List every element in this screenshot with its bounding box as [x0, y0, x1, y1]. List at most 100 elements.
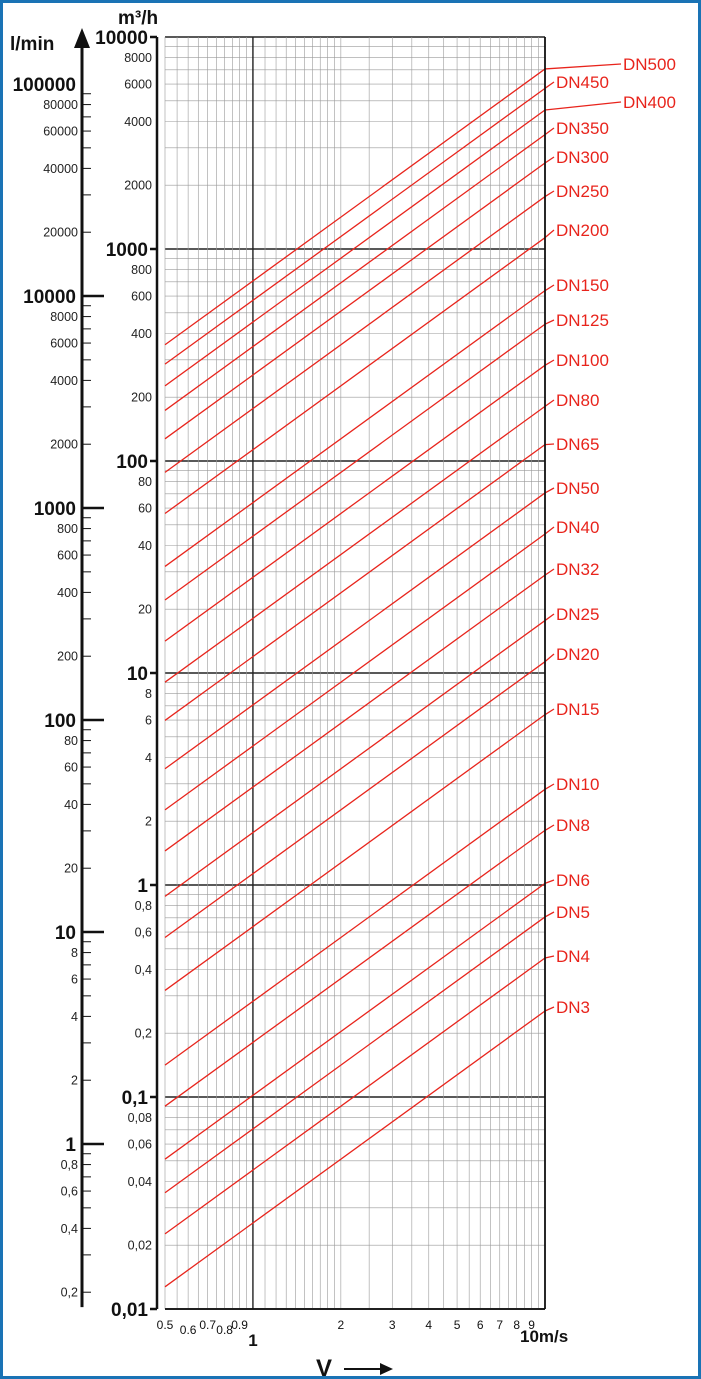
dn-label-leader [544, 783, 555, 790]
m3h-minor-tick-label: 80 [138, 475, 152, 489]
x-axis-unit: 10m/s [520, 1327, 568, 1346]
lmin-major-tick-label: 10000 [23, 287, 76, 308]
m3h-minor-tick-label: 0,04 [128, 1175, 152, 1189]
dn-label-leader [544, 101, 622, 111]
lmin-minor-tick-label: 8 [71, 946, 78, 960]
m3h-axis-unit: m³/h [118, 8, 158, 29]
lmin-major-tick-label: 1000 [34, 499, 76, 520]
dn-series-line [164, 162, 546, 440]
lmin-minor-tick-label: 0,4 [61, 1222, 78, 1236]
grid-lines [164, 36, 546, 1310]
dn-series-label: DN200 [556, 221, 609, 240]
x-tick-label: 0.7 [199, 1318, 216, 1332]
dn-series-line [164, 916, 546, 1194]
dn-series-line [164, 444, 546, 721]
lmin-axis-arrow [74, 28, 90, 48]
lmin-minor-tick-label: 40000 [43, 162, 78, 176]
lmin-minor-tick-label: 8000 [50, 310, 78, 324]
dn-series-line [164, 290, 546, 567]
lmin-minor-tick-label: 40 [64, 798, 78, 812]
dn-series-label: DN450 [556, 73, 609, 92]
x-tick-label: 0.9 [231, 1318, 248, 1332]
lmin-minor-tick-label: 400 [57, 586, 78, 600]
dn-label-leader [544, 653, 555, 663]
lmin-minor-tick-label: 600 [57, 549, 78, 563]
dn-label-leader [544, 824, 555, 831]
x-tick-label: 6 [477, 1318, 484, 1332]
lmin-minor-tick-label: 0,2 [61, 1286, 78, 1300]
x-tick-label: 2 [338, 1318, 345, 1332]
dn-label-leader [544, 708, 555, 716]
dn-series-line [164, 620, 546, 897]
dn-series-label: DN25 [556, 605, 599, 624]
m3h-minor-tick-label: 6 [145, 714, 152, 728]
lmin-major-tick-label: 100 [44, 711, 76, 732]
lmin-minor-tick-label: 0,6 [61, 1185, 78, 1199]
dn-label-leader [544, 229, 555, 239]
m3h-minor-tick-label: 0,4 [135, 963, 152, 977]
dn-series-line [164, 788, 546, 1066]
lmin-minor-tick-label: 4000 [50, 374, 78, 388]
lmin-axis-unit: l/min [10, 34, 54, 55]
lmin-minor-tick-label: 20000 [43, 226, 78, 240]
dn-series-label: DN5 [556, 903, 590, 922]
lmin-minor-tick-label: 80 [64, 734, 78, 748]
m3h-minor-tick-label: 0,8 [135, 899, 152, 913]
x-axis-velocity-label: V [316, 1355, 332, 1379]
dn-series-line [164, 574, 546, 852]
dn-series-label: DN15 [556, 700, 599, 719]
dn-series-label: DN6 [556, 871, 590, 890]
m3h-major-tick-label: 10000 [95, 28, 148, 49]
dn-label-leader [544, 443, 555, 446]
lmin-minor-tick-label: 60 [64, 761, 78, 775]
lmin-minor-tick-label: 20 [64, 862, 78, 876]
dn-series-line [164, 829, 546, 1107]
m3h-minor-tick-label: 0,02 [128, 1239, 152, 1253]
m3h-minor-tick-label: 8 [145, 687, 152, 701]
dn-series-label: DN3 [556, 998, 590, 1017]
dn-series-label: DN300 [556, 148, 609, 167]
m3h-minor-tick-label: 0,2 [135, 1027, 152, 1041]
dn-series-label: DN350 [556, 119, 609, 138]
lmin-minor-tick-label: 800 [57, 522, 78, 536]
dn-series-line [164, 957, 546, 1235]
x-tick-label: 5 [454, 1318, 461, 1332]
dn-series-label: DN500 [623, 55, 676, 74]
labels: 0,01 0,1 1 10 100 1000 10000 0,02 0,04 0,06 0,08 0,… [13, 28, 676, 1350]
lmin-major-tick-label: 1 [65, 1135, 76, 1156]
m3h-minor-tick-label: 40 [138, 539, 152, 553]
x-tick-label: 0.8 [216, 1323, 233, 1337]
x-tick-label: 0.5 [157, 1318, 174, 1332]
dn-series-line [164, 492, 546, 770]
lmin-major-tick-label: 10 [55, 923, 76, 944]
lmin-minor-tick-label: 6 [71, 973, 78, 987]
dn-label-leader [544, 81, 555, 89]
m3h-minor-tick-label: 8000 [124, 51, 152, 65]
m3h-minor-tick-label: 0,08 [128, 1111, 152, 1125]
dn-series-line [164, 134, 546, 411]
dn-series-label: DN50 [556, 479, 599, 498]
lmin-minor-tick-label: 2 [71, 1074, 78, 1088]
m3h-minor-tick-label: 0,6 [135, 926, 152, 940]
lmin-major-tick-label: 100000 [13, 75, 76, 96]
x-tick-label: 7 [496, 1318, 503, 1332]
dn-label-leader [544, 156, 555, 164]
dn-series-label: DN400 [623, 93, 676, 112]
dn-series-line [164, 882, 546, 1160]
m3h-minor-tick-label: 20 [138, 603, 152, 617]
dn-series-label: DN32 [556, 560, 599, 579]
dn-series-line [164, 68, 546, 346]
dn-series-label: DN125 [556, 311, 609, 330]
dn-label-leader [544, 487, 555, 494]
dn-series-label: DN150 [556, 276, 609, 295]
dn-series-label: DN40 [556, 518, 599, 537]
dn-series-label: DN20 [556, 645, 599, 664]
lmin-minor-tick-label: 4 [71, 1010, 78, 1024]
dn-label-leader [544, 613, 555, 622]
dn-label-leader [544, 190, 555, 198]
m3h-major-tick-label: 10 [127, 664, 148, 685]
dn-label-leader [544, 399, 555, 407]
axes [74, 28, 546, 1311]
